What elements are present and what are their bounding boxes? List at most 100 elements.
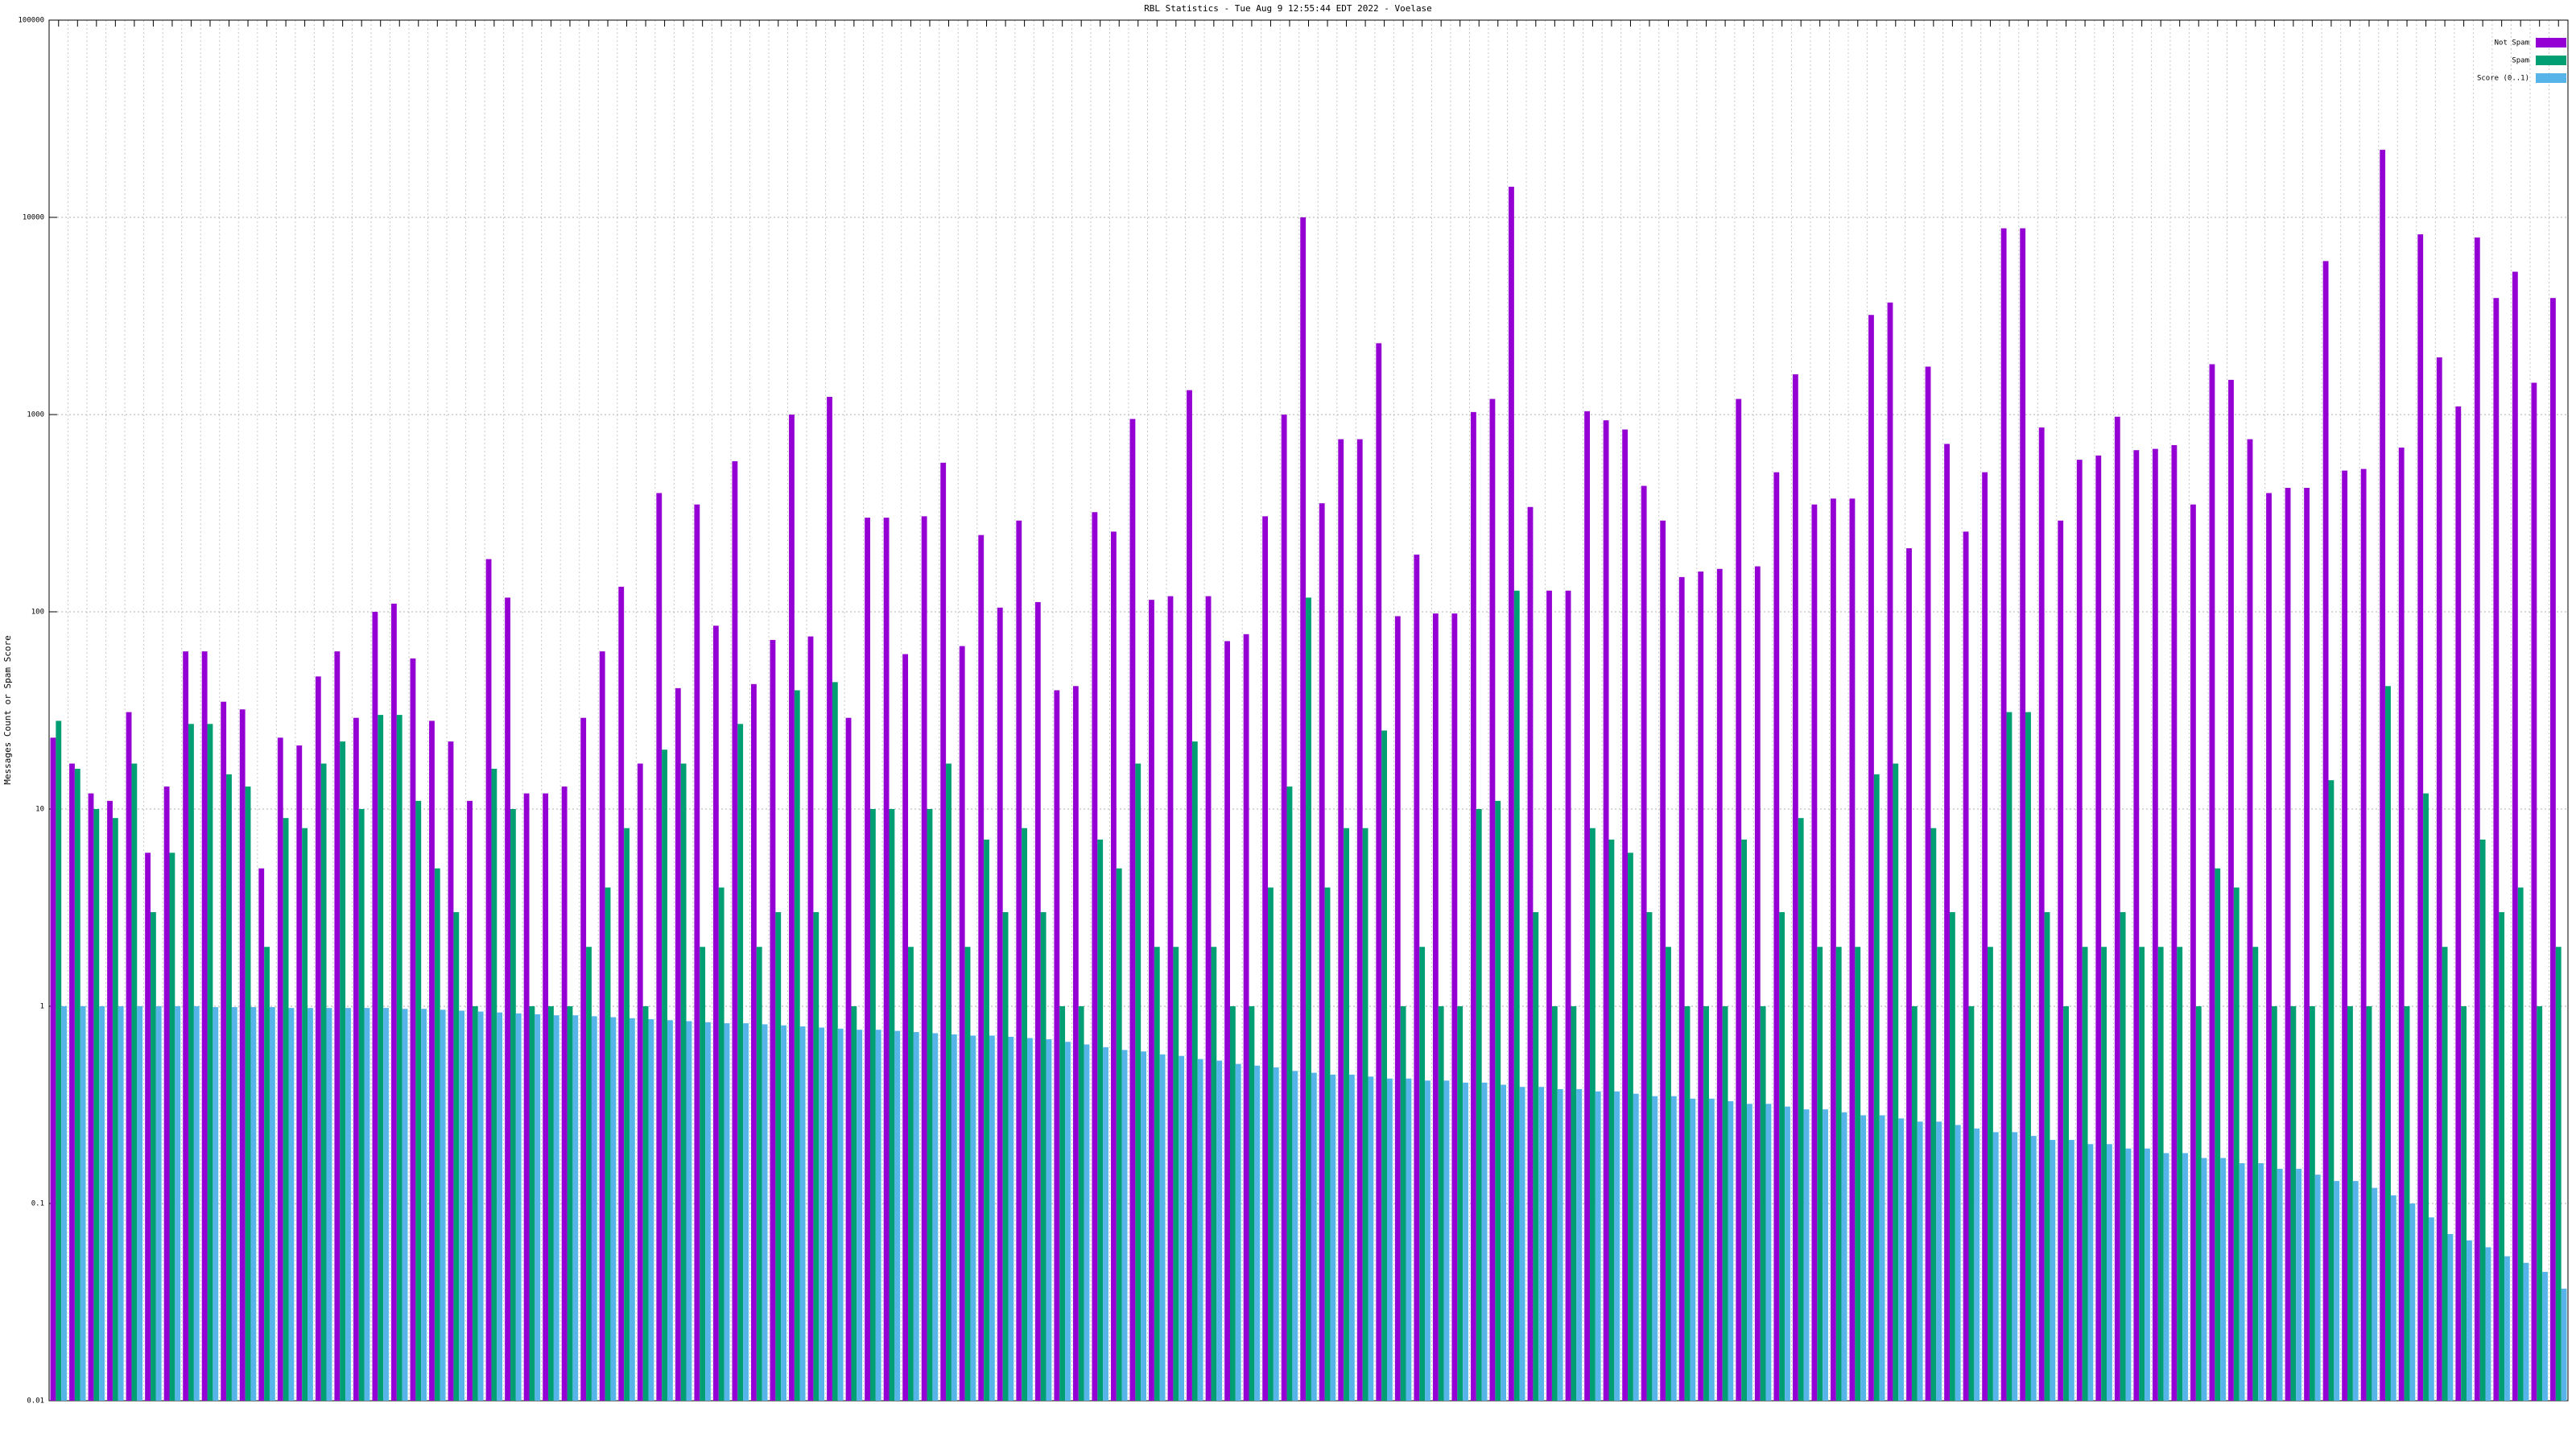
bar <box>921 516 927 1401</box>
bar <box>827 396 832 1401</box>
bar <box>1551 1006 1558 1401</box>
bar <box>2233 887 2240 1401</box>
bar <box>2542 1271 2548 1401</box>
bar <box>2485 1247 2491 1401</box>
legend-swatch <box>2536 56 2566 65</box>
bar <box>345 1008 351 1401</box>
bar <box>1425 1080 1430 1401</box>
bar <box>737 724 744 1401</box>
bar <box>69 763 75 1401</box>
bar <box>1205 596 1212 1401</box>
bar <box>1949 912 1955 1401</box>
bar <box>2266 493 2272 1401</box>
bar <box>1027 1038 1033 1401</box>
bar <box>2215 868 2221 1401</box>
bar <box>1476 809 1482 1401</box>
bar <box>2044 912 2050 1401</box>
bar <box>1224 641 1230 1401</box>
bar <box>789 415 795 1401</box>
bar <box>1481 1082 1488 1401</box>
bar <box>2531 382 2537 1401</box>
bar <box>1368 1076 1374 1401</box>
bar <box>2006 712 2013 1401</box>
bar <box>2442 947 2448 1401</box>
bar <box>2195 1006 2202 1401</box>
bar <box>2220 1158 2226 1401</box>
bar <box>99 1006 105 1401</box>
bar <box>1054 690 1060 1401</box>
bar <box>1527 506 1534 1402</box>
bar <box>155 1006 162 1401</box>
bar <box>2404 1006 2410 1401</box>
bar <box>1065 1042 1071 1401</box>
bar <box>415 800 422 1401</box>
bar <box>1509 186 1514 1402</box>
bar <box>207 724 213 1401</box>
bar <box>1084 1044 1090 1401</box>
bar <box>2461 1006 2467 1401</box>
bar <box>378 715 384 1401</box>
bar <box>869 809 876 1401</box>
bar <box>1187 390 1192 1401</box>
bar <box>118 1006 124 1401</box>
bar <box>2499 912 2505 1401</box>
bar <box>2474 237 2480 1402</box>
bar <box>2436 357 2442 1401</box>
bar <box>1622 429 1629 1402</box>
bar <box>686 1021 692 1401</box>
bar <box>1898 1118 1905 1401</box>
bar <box>2309 1006 2315 1401</box>
bar <box>308 1008 313 1401</box>
bar <box>1432 613 1439 1401</box>
bar <box>799 1026 806 1401</box>
bar <box>1595 1091 1601 1401</box>
bar <box>269 1007 275 1401</box>
bar <box>775 912 782 1401</box>
bar <box>561 786 568 1401</box>
bar <box>1179 1055 1185 1401</box>
bar <box>2467 1240 2472 1401</box>
bar <box>1741 839 1748 1401</box>
bar <box>718 887 724 1401</box>
bar <box>1273 1067 1279 1401</box>
bar <box>1589 828 1596 1401</box>
bar <box>1936 1121 1942 1401</box>
bar <box>1670 1096 1677 1401</box>
bar <box>1311 1072 1317 1401</box>
bar <box>2201 1158 2207 1401</box>
bar <box>1135 763 1141 1401</box>
bar <box>1608 839 1615 1401</box>
bar <box>429 720 435 1401</box>
bar <box>1348 1074 1355 1401</box>
bar <box>239 709 246 1401</box>
bar <box>1925 366 1931 1401</box>
bar <box>2038 427 2045 1401</box>
bar <box>2334 1181 2340 1401</box>
bar <box>889 809 895 1401</box>
bar <box>548 1006 554 1401</box>
bar <box>837 1028 844 1401</box>
bar <box>1557 1088 1563 1401</box>
bar <box>1306 597 1311 1401</box>
bar <box>1917 1121 1923 1401</box>
bar <box>586 947 592 1401</box>
bar <box>940 462 947 1401</box>
bar <box>340 741 346 1401</box>
bar <box>894 1030 901 1401</box>
bar <box>1666 947 1671 1401</box>
bar <box>1968 1006 1975 1401</box>
bar <box>2352 1181 2359 1401</box>
bar <box>1703 1006 1709 1401</box>
bar <box>315 676 321 1401</box>
bar <box>1324 887 1331 1401</box>
bar <box>1538 1087 1545 1401</box>
bar <box>2182 1153 2188 1401</box>
bar <box>2504 1256 2510 1401</box>
bar <box>383 1008 389 1401</box>
bar <box>88 793 94 1401</box>
bar <box>2360 469 2367 1401</box>
bar <box>1831 498 1836 1402</box>
bar <box>2087 1144 2094 1401</box>
bar <box>1002 912 1009 1401</box>
bar <box>1216 1060 1223 1401</box>
